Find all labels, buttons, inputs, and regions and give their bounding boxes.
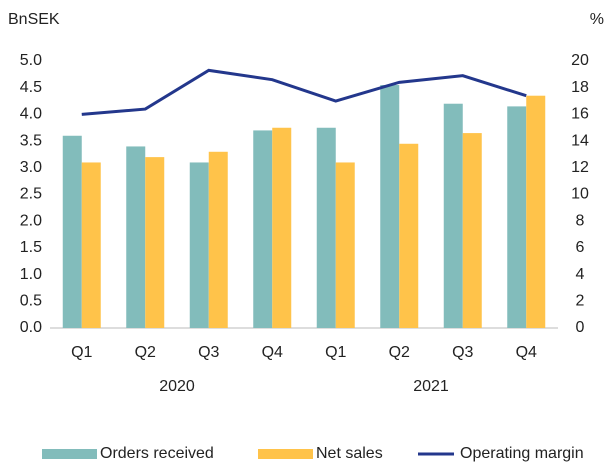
y-tick-label: 2.0 xyxy=(20,212,42,229)
line xyxy=(81,68,527,116)
legend-label: Net sales xyxy=(316,445,383,462)
y2-tick-label: 16 xyxy=(571,106,589,123)
bar xyxy=(316,127,336,328)
bar xyxy=(253,130,273,328)
x-tick-label: Q1 xyxy=(325,344,346,361)
y2-tick-label: 12 xyxy=(571,159,589,176)
bar xyxy=(526,95,546,329)
bar xyxy=(335,162,355,328)
bar xyxy=(189,162,209,328)
group-label: 2020 xyxy=(159,378,195,395)
bar xyxy=(62,135,82,328)
bar xyxy=(462,133,482,328)
y2-tick-label: 8 xyxy=(576,212,585,229)
bar xyxy=(272,127,292,328)
bar xyxy=(399,143,419,328)
legend-label: Orders received xyxy=(100,445,214,462)
x-tick-label: Q2 xyxy=(135,344,156,361)
legend-swatch xyxy=(42,449,97,459)
y-axis-label: BnSEK xyxy=(8,11,60,28)
x-tick-label: Q3 xyxy=(452,344,473,361)
y2-tick-label: 4 xyxy=(576,266,585,283)
y-tick-label: 1.5 xyxy=(20,239,42,256)
x-tick-label: Q4 xyxy=(516,344,537,361)
y-tick-label: 3.5 xyxy=(20,132,42,149)
y2-tick-label: 6 xyxy=(576,239,585,256)
y-tick-label: 1.0 xyxy=(20,266,42,283)
y-tick-label: 5.0 xyxy=(20,52,42,69)
y2-tick-label: 20 xyxy=(571,52,589,69)
y-tick-label: 3.0 xyxy=(20,159,42,176)
y2-tick-label: 2 xyxy=(576,293,585,310)
bar xyxy=(208,151,228,328)
y-tick-label: 4.0 xyxy=(20,106,42,123)
y-tick-label: 0.0 xyxy=(20,319,42,336)
x-tick-label: Q3 xyxy=(198,344,219,361)
x-tick-label: Q4 xyxy=(262,344,283,361)
y-tick-label: 4.5 xyxy=(20,79,42,96)
legend-label: Operating margin xyxy=(460,445,584,462)
bar xyxy=(126,146,146,328)
x-tick-label: Q1 xyxy=(71,344,92,361)
legend-swatch xyxy=(258,449,313,459)
y2-tick-label: 14 xyxy=(571,132,589,149)
y2-tick-label: 0 xyxy=(576,319,585,336)
y-tick-label: 2.5 xyxy=(20,186,42,203)
y-tick-label: 0.5 xyxy=(20,293,42,310)
y2-tick-label: 10 xyxy=(571,186,589,203)
group-label: 2021 xyxy=(413,378,449,395)
y2-tick-label: 18 xyxy=(571,79,589,96)
bar xyxy=(380,85,400,328)
bar xyxy=(507,106,527,328)
bar xyxy=(145,157,165,328)
bar xyxy=(443,103,463,328)
bar xyxy=(81,162,101,328)
y2-axis-label: % xyxy=(590,11,604,28)
x-tick-label: Q2 xyxy=(389,344,410,361)
